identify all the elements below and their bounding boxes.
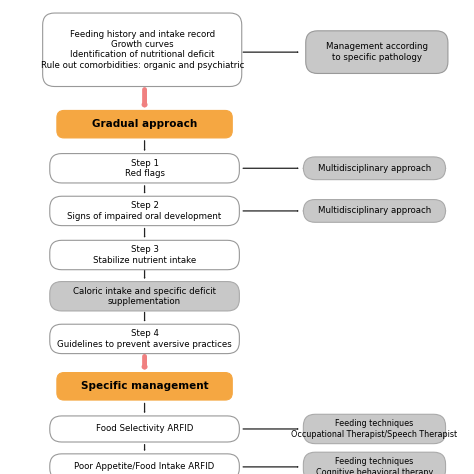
Text: Food Selectivity ARFID: Food Selectivity ARFID [96,425,193,433]
Text: Caloric intake and specific deficit
supplementation: Caloric intake and specific deficit supp… [73,287,216,306]
Text: Multidisciplinary approach: Multidisciplinary approach [318,164,431,173]
Text: Step 2
Signs of impaired oral development: Step 2 Signs of impaired oral developmen… [67,201,222,220]
Text: Step 4
Guidelines to prevent aversive practices: Step 4 Guidelines to prevent aversive pr… [57,329,232,348]
FancyBboxPatch shape [50,454,239,474]
FancyBboxPatch shape [303,414,446,444]
FancyBboxPatch shape [50,324,239,354]
FancyBboxPatch shape [303,157,446,180]
Text: Management according
to specific pathology: Management according to specific patholo… [326,43,428,62]
Text: Feeding history and intake record
Growth curves
Identification of nutritional de: Feeding history and intake record Growth… [40,30,244,70]
FancyBboxPatch shape [50,240,239,270]
FancyBboxPatch shape [50,416,239,442]
Text: Multidisciplinary approach: Multidisciplinary approach [318,207,431,215]
Text: Poor Appetite/Food Intake ARFID: Poor Appetite/Food Intake ARFID [74,463,215,471]
FancyBboxPatch shape [306,31,448,73]
FancyBboxPatch shape [43,13,242,87]
FancyBboxPatch shape [57,110,232,138]
FancyBboxPatch shape [57,373,232,400]
Text: Gradual approach: Gradual approach [92,119,197,129]
Text: Feeding techniques
Occupational Therapist/Speech Therapist: Feeding techniques Occupational Therapis… [292,419,457,438]
Text: Step 1
Red flags: Step 1 Red flags [125,159,164,178]
FancyBboxPatch shape [50,196,239,226]
Text: Feeding techniques
Cognitive behavioral therapy: Feeding techniques Cognitive behavioral … [316,457,433,474]
Text: Specific management: Specific management [81,381,209,392]
Text: Step 3
Stabilize nutrient intake: Step 3 Stabilize nutrient intake [93,246,196,264]
FancyBboxPatch shape [50,154,239,183]
FancyBboxPatch shape [50,282,239,311]
FancyBboxPatch shape [303,200,446,222]
FancyBboxPatch shape [303,452,446,474]
